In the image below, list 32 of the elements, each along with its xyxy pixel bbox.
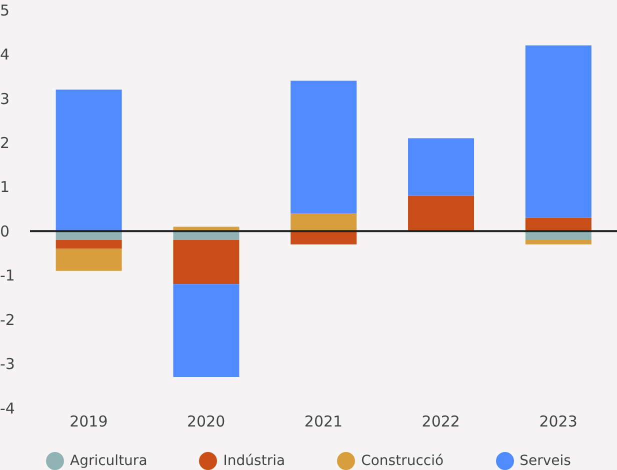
bar: [290, 213, 357, 232]
legend-label: Agricultura: [69, 452, 148, 470]
y-tick-label: 3: [0, 90, 10, 108]
bar: [408, 196, 474, 232]
legend-label: Construcció: [360, 452, 444, 470]
bar: [525, 218, 592, 232]
x-tick-label: 2020: [187, 412, 226, 431]
legend-label: Indústria: [222, 452, 286, 470]
bar: [290, 231, 357, 244]
bar: [525, 240, 592, 244]
y-tick-label: 0: [0, 222, 10, 240]
y-tick-label: 2: [0, 134, 10, 152]
y-tick-label: -4: [0, 399, 15, 418]
bar: [408, 138, 474, 196]
y-tick-label: -2: [0, 310, 15, 329]
y-tick-label: 5: [0, 1, 10, 20]
bar: [56, 248, 122, 271]
bar: [56, 90, 122, 232]
x-tick-label: 2019: [70, 412, 108, 431]
bar: [173, 284, 240, 378]
x-tick-label: 2022: [422, 412, 460, 431]
bar: [173, 240, 240, 284]
x-tick-label: 2023: [539, 412, 578, 431]
y-tick-label: 1: [0, 178, 10, 196]
y-tick-label: -3: [0, 355, 15, 374]
bar: [56, 240, 122, 249]
y-tick-label: -1: [0, 266, 15, 285]
x-tick-label: 2021: [304, 412, 343, 431]
bar: [290, 80, 357, 214]
y-tick-label: 4: [0, 46, 10, 64]
legend-label: Serveis: [518, 452, 571, 470]
bar: [525, 45, 592, 218]
